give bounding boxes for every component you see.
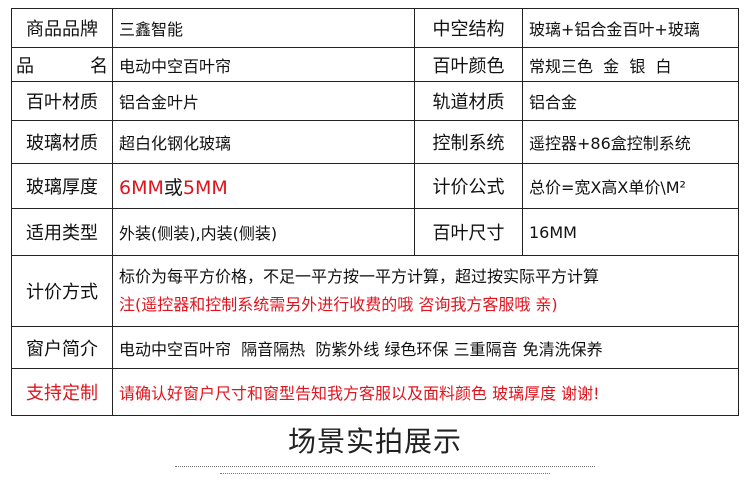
value-blade-size: 16MM (522, 208, 739, 256)
label-type: 适用类型 (11, 208, 113, 256)
label-color: 百叶颜色 (414, 47, 523, 82)
custom-row: 支持定制 请确认好窗户尺寸和窗型告知我方客服以及面料颜色 玻璃厚度 谢谢! (11, 368, 739, 416)
pricing-line: 标价为每平方价格，不足一平方按一平方计算，超过按实际平方计算 (119, 267, 600, 286)
label-brand: 商品品牌 (11, 8, 113, 48)
label-structure: 中空结构 (414, 8, 523, 48)
label-track-material: 轨道材质 (414, 81, 523, 121)
spec-row: 玻璃厚度 6MM或5MM 计价公式 总价=宽X高X单价\M² (11, 163, 739, 209)
spec-table: 商品品牌 三鑫智能 中空结构 玻璃+铝合金百叶+玻璃 品名 电动中空百叶帘 百叶… (11, 8, 739, 416)
spec-row: 适用类型 外装(侧装),内装(侧装) 百叶尺寸 16MM (11, 208, 739, 256)
value-formula: 总价=宽X高X单价\M² (522, 163, 739, 209)
value-color: 常规三色 金 银 白 (522, 47, 739, 82)
decorative-text-line (220, 473, 550, 477)
spec-row: 玻璃材质 超白化钢化玻璃 控制系统 遥控器+86盒控制系统 (11, 120, 739, 164)
value-pricing: 标价为每平方价格，不足一平方按一平方计算，超过按实际平方计算 注(遥控器和控制系… (112, 255, 739, 327)
pricing-row: 计价方式 标价为每平方价格，不足一平方按一平方计算，超过按实际平方计算 注(遥控… (11, 255, 739, 327)
value-control: 遥控器+86盒控制系统 (522, 120, 739, 164)
value-glass-material: 超白化钢化玻璃 (112, 120, 415, 164)
label-custom: 支持定制 (11, 368, 113, 416)
label-name-part: 品 (16, 55, 34, 77)
thickness-6mm: 6MM (119, 176, 164, 199)
value-glass-thickness: 6MM或5MM (112, 163, 415, 209)
label-pricing: 计价方式 (11, 255, 113, 327)
label-name-part: 名 (90, 55, 108, 77)
section-title: 场景实拍展示 (287, 425, 462, 458)
value-blade-material: 铝合金叶片 (112, 81, 415, 121)
value-name: 电动中空百叶帘 (112, 47, 415, 82)
spec-row: 百叶材质 铝合金叶片 轨道材质 铝合金 (11, 81, 739, 121)
label-glass-thickness: 玻璃厚度 (11, 163, 113, 209)
value-brand: 三鑫智能 (112, 8, 415, 48)
label-formula: 计价公式 (414, 163, 523, 209)
label-control: 控制系统 (414, 120, 523, 164)
pricing-note: 注(遥控器和控制系统需另外进行收费的哦 咨询我方客服哦 亲) (119, 295, 558, 314)
label-glass-material: 玻璃材质 (11, 120, 113, 164)
intro-row: 窗户简介 电动中空百叶帘 隔音隔热 防紫外线 绿色环保 三重隔音 免清洗保养 (11, 326, 739, 369)
thickness-5mm: 5MM (182, 176, 228, 199)
thickness-or: 或 (163, 176, 183, 199)
label-blade-material: 百叶材质 (11, 81, 113, 121)
label-intro: 窗户简介 (11, 326, 113, 369)
label-blade-size: 百叶尺寸 (414, 208, 523, 256)
spec-row: 商品品牌 三鑫智能 中空结构 玻璃+铝合金百叶+玻璃 (11, 8, 739, 48)
value-type: 外装(侧装),内装(侧装) (112, 208, 415, 256)
label-name: 品名 (11, 47, 113, 82)
spec-row: 品名 电动中空百叶帘 百叶颜色 常规三色 金 银 白 (11, 47, 739, 82)
value-track-material: 铝合金 (522, 81, 739, 121)
decorative-text-line (175, 466, 595, 470)
value-custom: 请确认好窗户尺寸和窗型告知我方客服以及面料颜色 玻璃厚度 谢谢! (112, 368, 739, 416)
value-intro: 电动中空百叶帘 隔音隔热 防紫外线 绿色环保 三重隔音 免清洗保养 (112, 326, 739, 369)
value-structure: 玻璃+铝合金百叶+玻璃 (522, 8, 739, 48)
